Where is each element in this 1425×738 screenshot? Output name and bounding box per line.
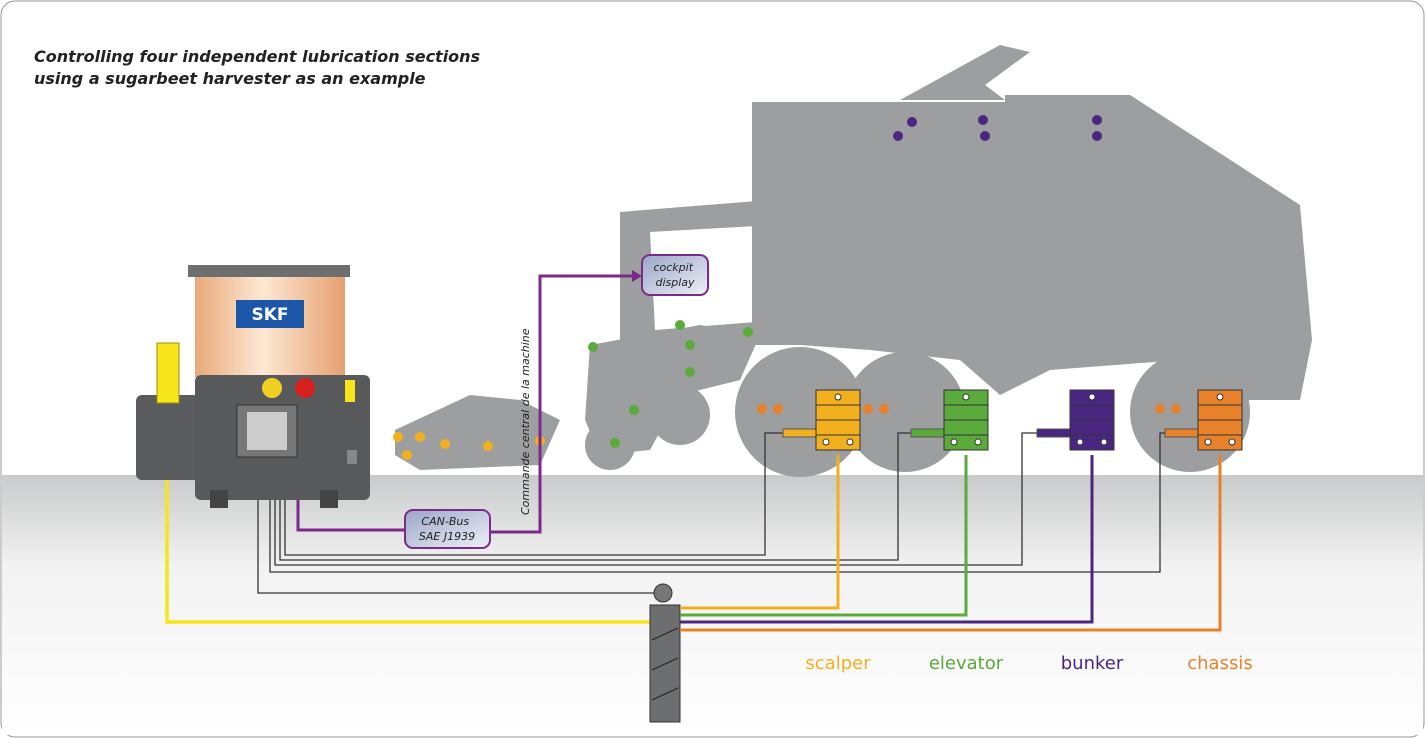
bolt	[1205, 439, 1211, 445]
bolt	[1229, 439, 1235, 445]
bolt	[963, 394, 969, 400]
label-line: SAE J1939	[419, 530, 475, 543]
section-label: scalper	[805, 653, 871, 674]
sensor	[654, 584, 672, 602]
section-label: chassis	[1187, 653, 1252, 674]
pipe	[911, 429, 944, 437]
label-line: display	[655, 276, 695, 289]
title-line: Controlling four independent lubrication…	[34, 47, 480, 66]
pipe	[1037, 429, 1070, 437]
diagram: Controlling four independent lubrication…	[0, 0, 1425, 738]
floor	[2, 475, 1423, 735]
section-label: bunker	[1061, 653, 1124, 674]
pipe	[783, 429, 816, 437]
section-label: elevator	[929, 653, 1004, 674]
page: {"title": ["Controlling four independent…	[0, 0, 1425, 738]
bolt	[1217, 394, 1223, 400]
bolt	[1101, 439, 1107, 445]
bolt	[823, 439, 829, 445]
bolt	[847, 439, 853, 445]
bolt	[1089, 394, 1095, 400]
distributor	[650, 605, 680, 722]
vertical-label: Commande central de la machine	[519, 328, 532, 515]
bolt	[1077, 439, 1083, 445]
label-line: cockpit	[653, 261, 693, 274]
bolt	[835, 394, 841, 400]
label-line: CAN-Bus	[421, 515, 469, 528]
bolt	[975, 439, 981, 445]
title-line: using a sugarbeet harvester as an exampl…	[34, 69, 426, 88]
pipe	[1165, 429, 1198, 437]
logo: SKF	[251, 305, 288, 325]
bolt	[951, 439, 957, 445]
